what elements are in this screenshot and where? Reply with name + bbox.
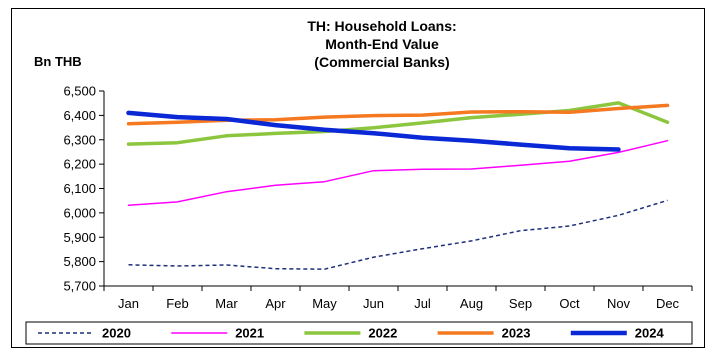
series-line-2020: [128, 199, 668, 270]
y-tick-label: 6,400: [63, 108, 96, 123]
series-line-2022: [126, 101, 670, 146]
y-tick-label: 5,700: [63, 279, 96, 294]
chart-svg: TH: Household Loans: Month-End Value (Co…: [25, 18, 693, 345]
y-tick-label: 5,800: [63, 254, 96, 269]
chart-title-line-3: (Commercial Banks): [314, 54, 449, 70]
x-tick-label: Jan: [118, 296, 139, 311]
y-tick-label: 6,500: [63, 84, 96, 99]
chart-title-line-2: Month-End Value: [325, 36, 439, 52]
x-tick-label: Feb: [166, 296, 188, 311]
y-tick-label: 6,000: [63, 205, 96, 220]
x-tick-label: May: [312, 296, 337, 311]
y-tick-label: 6,200: [63, 157, 96, 172]
axes: 5,700 5,800 5,900 6,000 6,100 6,200 6,300 6,400…: [63, 84, 693, 311]
chart-title: TH: Household Loans: Month-End Value (Co…: [307, 18, 456, 70]
legend-label-2023: 2023: [502, 326, 531, 341]
x-tick-label: Oct: [559, 296, 580, 311]
series-line-2021: [127, 139, 669, 207]
legend-label-2020: 2020: [102, 326, 131, 341]
x-tick-label: Aug: [460, 296, 483, 311]
x-tick-label: Mar: [215, 296, 238, 311]
y-tick-label: 6,300: [63, 132, 96, 147]
legend-label-2024: 2024: [635, 326, 665, 341]
series-line-2024: [126, 110, 621, 152]
chart-frame: TH: Household Loans: Month-End Value (Co…: [11, 8, 705, 348]
legend-label-2022: 2022: [368, 326, 397, 341]
x-tick-label: Nov: [607, 296, 631, 311]
chart-title-line-1: TH: Household Loans:: [307, 18, 456, 34]
y-axis-unit-label: Bn THB: [34, 54, 82, 69]
x-tick-label: Dec: [656, 296, 680, 311]
x-tick-label: Jul: [414, 296, 431, 311]
y-tick-label: 6,100: [63, 181, 96, 196]
legend: 2020 2021 2022 2023 2024: [25, 321, 693, 345]
y-tick-label: 5,900: [63, 230, 96, 245]
x-tick-label: Jun: [363, 296, 384, 311]
series-lines: [126, 101, 670, 270]
legend-label-2021: 2021: [235, 326, 264, 341]
x-tick-label: Sep: [509, 296, 532, 311]
x-tick-label: Apr: [265, 296, 286, 311]
